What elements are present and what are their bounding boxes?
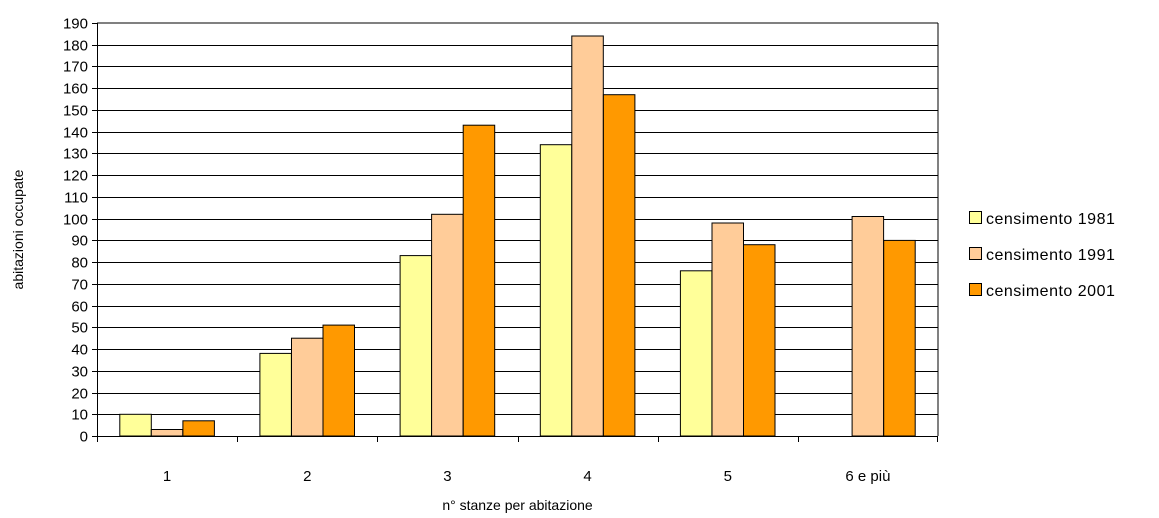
y-tick-label: 70 bbox=[71, 277, 88, 294]
y-tick-label: 30 bbox=[71, 364, 88, 381]
y-axis-label: abitazioni occupate bbox=[10, 169, 26, 289]
bar bbox=[322, 324, 355, 437]
bar bbox=[883, 239, 916, 437]
y-tick-label: 140 bbox=[63, 125, 88, 142]
legend-swatch bbox=[969, 247, 982, 260]
bar bbox=[399, 255, 433, 437]
y-tick-label: 90 bbox=[71, 233, 88, 250]
legend-label: censimento 1991 bbox=[986, 247, 1115, 264]
y-tick-label: 170 bbox=[63, 59, 88, 76]
x-axis-label: n° stanze per abitazione bbox=[442, 497, 593, 513]
bar bbox=[571, 35, 604, 437]
x-tick-label: 1 bbox=[163, 468, 171, 485]
legend-label: censimento 2001 bbox=[986, 283, 1115, 300]
bar bbox=[182, 420, 215, 437]
y-tick-label: 150 bbox=[63, 103, 88, 120]
bar bbox=[851, 216, 885, 437]
bars bbox=[119, 35, 916, 437]
gridlines bbox=[97, 22, 939, 436]
y-tick-label: 120 bbox=[63, 168, 88, 185]
x-tick-label: 5 bbox=[724, 468, 732, 485]
axes bbox=[92, 23, 938, 442]
y-tick-label: 160 bbox=[63, 81, 88, 98]
bar bbox=[539, 144, 573, 437]
x-tick-labels: 1 2 3 4 5 6 e più bbox=[163, 468, 891, 485]
y-tick-label: 190 bbox=[63, 16, 88, 33]
legend-label: censimento 1981 bbox=[986, 211, 1115, 228]
bar bbox=[259, 352, 292, 437]
y-tick-label: 130 bbox=[63, 146, 88, 163]
bar bbox=[679, 270, 713, 437]
bar bbox=[431, 213, 464, 437]
y-tick-labels: 0 10 20 30 40 50 60 70 80 90 100 110 120 130 140 150 160… bbox=[63, 16, 88, 446]
y-tick-label: 110 bbox=[64, 190, 88, 207]
y-tick-label: 180 bbox=[63, 38, 88, 55]
bar bbox=[743, 244, 776, 437]
y-tick-label: 40 bbox=[71, 342, 88, 359]
y-tick-label: 20 bbox=[71, 386, 88, 403]
x-tick-label: 6 e più bbox=[845, 468, 890, 485]
bar bbox=[291, 337, 324, 437]
y-tick-label: 60 bbox=[71, 299, 88, 316]
y-tick-label: 0 bbox=[80, 429, 88, 446]
x-tick-label: 2 bbox=[303, 468, 311, 485]
legend-swatch bbox=[969, 283, 982, 296]
legend: censimento 1981 censimento 1991 censimento… bbox=[969, 211, 1115, 300]
x-tick-label: 4 bbox=[583, 468, 591, 485]
y-tick-label: 10 bbox=[71, 407, 88, 424]
bar bbox=[602, 94, 636, 437]
x-tick-label: 3 bbox=[443, 468, 451, 485]
y-tick-label: 50 bbox=[71, 320, 88, 337]
y-tick-label: 80 bbox=[71, 255, 88, 272]
bar bbox=[711, 222, 744, 437]
legend-swatch bbox=[969, 211, 982, 224]
bar bbox=[150, 429, 184, 437]
bar bbox=[462, 124, 496, 437]
bar bbox=[119, 413, 152, 437]
y-tick-label: 100 bbox=[63, 212, 88, 229]
